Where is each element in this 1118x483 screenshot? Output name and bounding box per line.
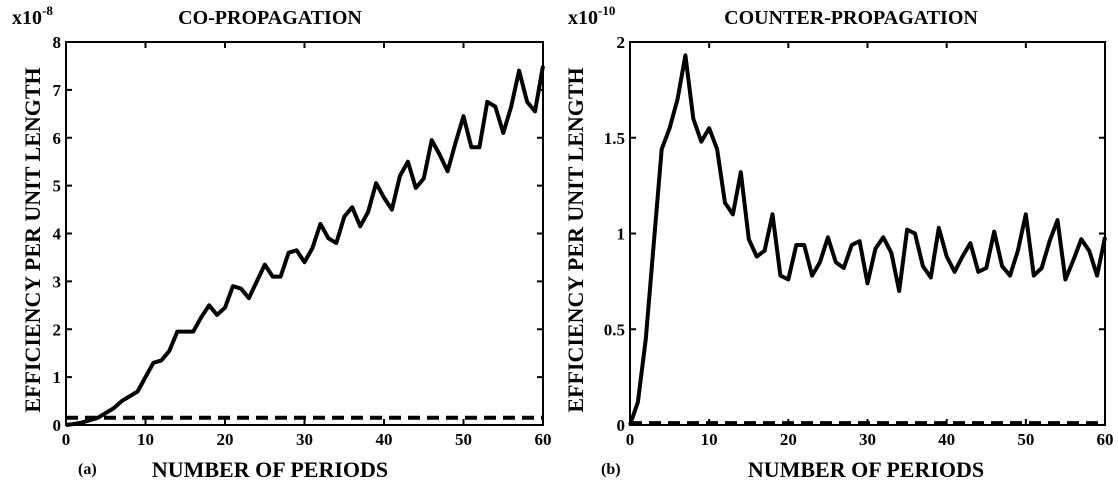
- panel-a-y-tick-label: 2: [53, 320, 62, 339]
- panel-a-y-tick-label: 0: [53, 416, 62, 435]
- panel-a-y-tick-label: 3: [53, 272, 62, 291]
- panel-b-label: (b): [601, 461, 621, 478]
- panel-a-title: CO-PROPAGATION: [178, 7, 362, 29]
- panel-a-x-tick-label: 30: [296, 430, 313, 449]
- panel-b-y-tick-label: 1.5: [604, 129, 625, 148]
- panel-b-y-multiplier-exp: -10: [598, 3, 615, 18]
- panel-b-x-label: NUMBER OF PERIODS: [748, 457, 984, 482]
- panel-a-y-tick-label: 8: [53, 33, 62, 52]
- panel-b-y-tick-label: 0.5: [604, 320, 625, 339]
- panel-b-series-solid: [628, 53, 1107, 426]
- panel-b-x-tick-label: 10: [701, 430, 718, 449]
- panel-b-y-label: EFFICIENCY PER UNIT LENGTH: [563, 67, 588, 412]
- panel-b-y-tick-label: 2: [617, 33, 626, 52]
- panel-b-x-tick-label: 20: [780, 430, 797, 449]
- panel-a-y-tick-label: 4: [53, 225, 62, 244]
- panel-b-x-tick-label: 40: [938, 430, 955, 449]
- panel-b-title: COUNTER-PROPAGATION: [724, 7, 978, 29]
- panel-a-y-multiplier-base: x10: [12, 7, 42, 29]
- panel-a-label: (a): [78, 461, 97, 478]
- panel-a-y-label: EFFICIENCY PER UNIT LENGTH: [20, 67, 45, 412]
- panel-a-series-solid: [65, 65, 545, 427]
- panel-b-x-tick-label: 60: [1097, 430, 1114, 449]
- panel-b: COUNTER-PROPAGATION x10-10 EFFICIENCY PE…: [563, 3, 1114, 482]
- panel-a-x-tick-label: 60: [535, 430, 552, 449]
- panel-a-x-label: NUMBER OF PERIODS: [152, 457, 388, 482]
- panel-a-y-multiplier-exp: -8: [42, 3, 53, 18]
- panel-a-x-tick-label: 50: [455, 430, 472, 449]
- panel-b-y-tick-label: 1: [617, 225, 626, 244]
- panel-b-x-tick-label: 30: [859, 430, 876, 449]
- panel-b-x-tick-label: 50: [1017, 430, 1034, 449]
- panel-a: CO-PROPAGATION x10-8 EFFICIENCY PER UNIT…: [12, 3, 552, 482]
- panel-b-y-multiplier-base: x10: [568, 7, 598, 29]
- panel-a-x-tick-label: 40: [376, 430, 393, 449]
- panel-a-x-tick-label: 20: [217, 430, 234, 449]
- panel-a-y-multiplier: x10-8: [12, 3, 53, 29]
- panel-b-y-multiplier: x10-10: [568, 3, 615, 29]
- panel-a-y-tick-label: 5: [53, 177, 62, 196]
- panel-a-y-tick-label: 7: [53, 81, 62, 100]
- panel-a-y-tick-label: 1: [53, 368, 62, 387]
- panel-b-axes-frame: [629, 41, 1106, 426]
- panel-a-x-tick-label: 0: [62, 430, 71, 449]
- panel-a-axes-frame: [65, 41, 544, 426]
- panel-a-y-tick-label: 6: [53, 129, 62, 148]
- panel-a-x-tick-label: 10: [137, 430, 154, 449]
- panel-a-plot-area: 0 10 20 30 40 50 60 0 1 2 3 4 5 6 7 8: [53, 33, 552, 449]
- panel-b-x-tick-label: 0: [626, 430, 635, 449]
- panel-b-y-tick-label: 0: [617, 416, 626, 435]
- panel-b-plot-area: 0 10 20 30 40 50 60 0 0.5 1 1.5 2: [604, 33, 1114, 449]
